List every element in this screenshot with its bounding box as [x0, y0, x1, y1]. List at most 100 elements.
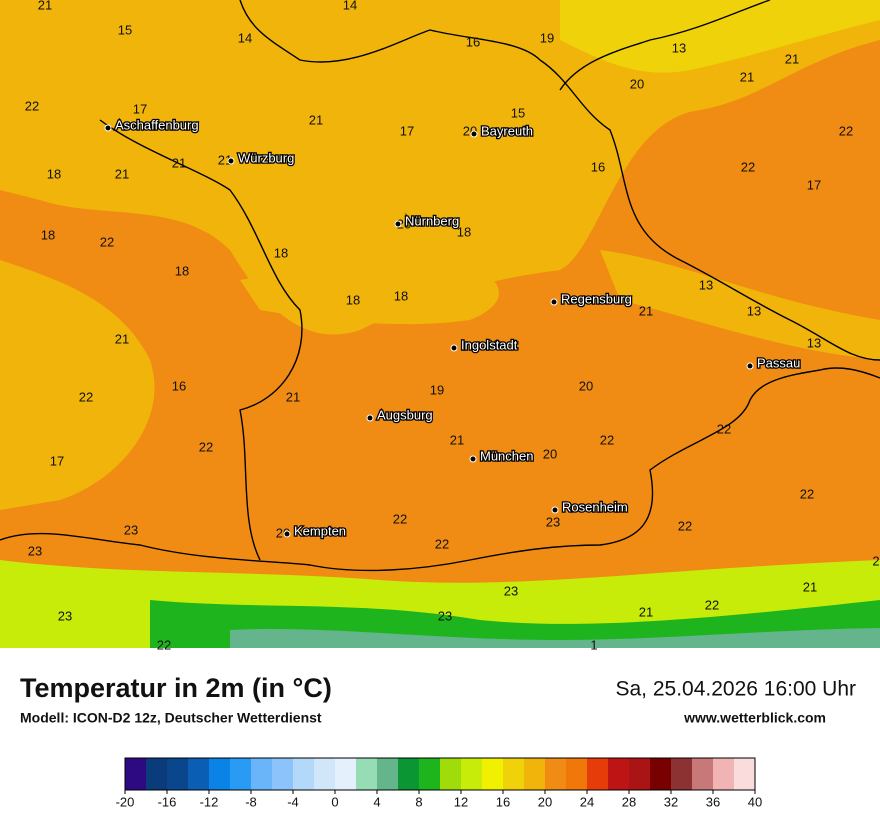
map-value: 22	[717, 421, 731, 436]
colorbar-segment	[146, 758, 168, 790]
map-value: 17	[400, 123, 414, 138]
colorbar-segment	[566, 758, 588, 790]
map-value: 22	[157, 637, 171, 652]
map-value: 22	[600, 432, 614, 447]
colorbar-segment	[419, 758, 441, 790]
colorbar-segment	[125, 758, 147, 790]
website: www.wetterblick.com	[683, 710, 826, 726]
warm-zone	[240, 257, 499, 325]
map-value: 19	[430, 382, 444, 397]
colorbar-tick-label: -8	[245, 794, 257, 809]
map-value: 21	[785, 51, 799, 66]
border-line	[0, 367, 880, 572]
colorbar-tick-label: 0	[331, 794, 338, 809]
map-value: 22	[25, 98, 39, 113]
colorbar-tick-label: 36	[706, 794, 720, 809]
map-value: 18	[47, 166, 61, 181]
map-value: 23	[504, 583, 518, 598]
model: Modell: ICON-D2 12z, Deutscher Wetterdie…	[20, 710, 322, 726]
colorbar-segment	[167, 758, 189, 790]
colorbar-segment	[650, 758, 672, 790]
colorbar-segment	[461, 758, 483, 790]
map-value: 16	[172, 378, 186, 393]
map-value: 16	[591, 159, 605, 174]
map-value: 13	[672, 40, 686, 55]
city-dot	[366, 414, 374, 422]
map-value: 19	[540, 30, 554, 45]
map-value: 17	[133, 101, 147, 116]
map-value: 18	[457, 224, 471, 239]
city-label: Regensburg	[561, 291, 632, 306]
city-label: Augsburg	[377, 407, 433, 422]
map-value: 23	[58, 608, 72, 623]
colorbar-segment	[251, 758, 273, 790]
colorbar-segment	[188, 758, 210, 790]
colorbar-segment	[545, 758, 567, 790]
map-value: 18	[394, 288, 408, 303]
map-value: 21	[286, 389, 300, 404]
colorbar-tick-label: -16	[158, 794, 177, 809]
map-value: 20	[630, 76, 644, 91]
map-value: 22	[79, 389, 93, 404]
colorbar-segment	[440, 758, 462, 790]
map-value: 15	[118, 22, 132, 37]
city-dot	[283, 530, 291, 538]
city-dot	[550, 298, 558, 306]
map-value: 18	[346, 292, 360, 307]
map-value: 22	[678, 518, 692, 533]
colorbar-tick-label: -12	[200, 794, 219, 809]
map-value: 22	[199, 439, 213, 454]
colorbar-segment	[230, 758, 252, 790]
map-value: 21	[639, 303, 653, 318]
colorbar-segment	[734, 758, 756, 790]
map-value: 21	[309, 112, 323, 127]
map-value: 13	[747, 303, 761, 318]
colorbar-segment	[503, 758, 525, 790]
colorbar-segment	[398, 758, 420, 790]
colorbar-frame	[124, 757, 756, 791]
colorbar-segment	[335, 758, 357, 790]
warm-zone	[0, 260, 155, 510]
colorbar-segment	[713, 758, 735, 790]
map-value: 22	[800, 486, 814, 501]
map-value: 23	[438, 608, 452, 623]
city-dot	[551, 506, 559, 514]
cool-zone	[560, 0, 880, 73]
map-value: 17	[50, 453, 64, 468]
map-value: 13	[699, 277, 713, 292]
map-value: 21	[639, 604, 653, 619]
colorbar-segment	[671, 758, 693, 790]
map-value: 22	[705, 597, 719, 612]
colorbar-tick-label: 24	[580, 794, 594, 809]
alpine-zone	[230, 628, 880, 648]
colorbar-segment	[608, 758, 630, 790]
city-dot	[227, 157, 235, 165]
city-dot	[746, 362, 754, 370]
city-label: Kempten	[294, 523, 346, 538]
map-value: 18	[175, 263, 189, 278]
city-label: München	[480, 448, 533, 463]
border-line	[559, 0, 771, 91]
map-value: 21	[486, 336, 500, 351]
colorbar-segment	[587, 758, 609, 790]
city-dot	[450, 344, 458, 352]
city-dot	[470, 130, 478, 138]
map	[0, 0, 880, 648]
colorbar-tick-label: 12	[454, 794, 468, 809]
map-value: 20	[543, 446, 557, 461]
title: Temperatur in 2m (in °C)	[20, 673, 332, 703]
colorbar-tick-label: 20	[538, 794, 552, 809]
city-label: Würzburg	[238, 150, 294, 165]
border-line	[539, 59, 880, 361]
map-value: 21	[218, 152, 232, 167]
warm-zone	[600, 250, 880, 360]
colorbar-tick-label: 28	[622, 794, 636, 809]
city-dot	[469, 455, 477, 463]
map-value: 21	[115, 166, 129, 181]
colorbar-tick-label: 32	[664, 794, 678, 809]
border-line	[239, 0, 541, 63]
map-value: 21	[740, 69, 754, 84]
colorbar-tick-label: 16	[496, 794, 510, 809]
map-value: 20	[579, 378, 593, 393]
